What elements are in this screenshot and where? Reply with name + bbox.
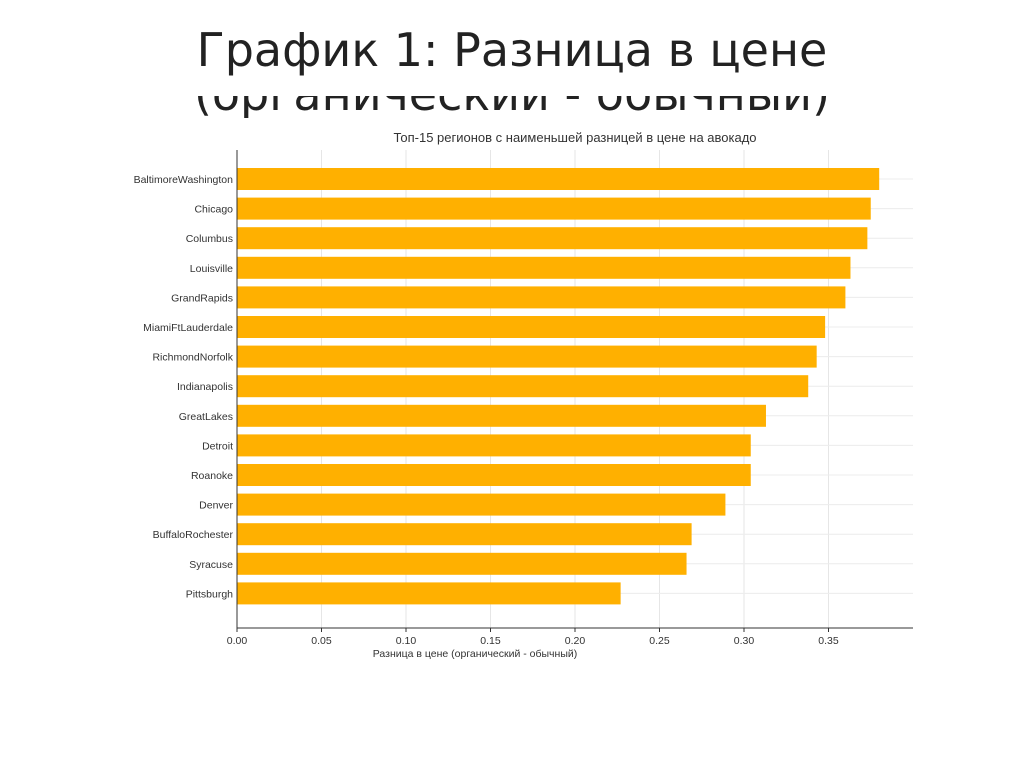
slide-title-line2: (органический - обычный) xyxy=(0,96,1024,118)
bar-RichmondNorfolk xyxy=(237,345,817,368)
slide-title: График 1: Разница в цене xyxy=(196,23,828,77)
category-label: Detroit xyxy=(202,440,233,452)
bar-Chicago xyxy=(237,197,871,220)
x-tick-label: 0.35 xyxy=(818,635,839,647)
bar-Louisville xyxy=(237,256,851,279)
bar-Pittsburgh xyxy=(237,582,621,605)
category-label: MiamiFtLauderdale xyxy=(143,322,233,334)
category-label: Denver xyxy=(199,500,233,512)
bar-MiamiFtLauderdale xyxy=(237,316,826,338)
x-tick-label: 0.10 xyxy=(396,635,417,647)
x-tick-label: 0.00 xyxy=(227,635,248,647)
category-label: RichmondNorfolk xyxy=(152,352,233,364)
bar-GreatLakes xyxy=(237,404,766,427)
chart-title: Топ-15 регионов с наименьшей разницей в … xyxy=(393,130,756,145)
x-axis-label: Разница в цене (органический - обычный) xyxy=(373,648,577,660)
bar-BuffaloRochester xyxy=(237,523,692,546)
bar-BaltimoreWashington xyxy=(237,168,880,190)
category-label: Roanoke xyxy=(191,470,233,482)
bar-Columbus xyxy=(237,227,868,250)
category-label: Louisville xyxy=(190,263,233,275)
category-label: BuffaloRochester xyxy=(153,529,234,541)
x-tick-label: 0.05 xyxy=(311,635,332,647)
category-label: Syracuse xyxy=(189,559,233,571)
bar-Denver xyxy=(237,493,726,516)
bar-Syracuse xyxy=(237,552,687,575)
category-label: Columbus xyxy=(186,233,233,245)
x-tick-label: 0.30 xyxy=(734,635,755,647)
category-label: Indianapolis xyxy=(177,381,233,393)
category-label: GrandRapids xyxy=(171,292,233,304)
category-label: Pittsburgh xyxy=(186,588,233,600)
category-label: Chicago xyxy=(194,204,233,216)
category-label: BaltimoreWashington xyxy=(134,174,234,186)
bar-GrandRapids xyxy=(237,286,846,309)
bar-Roanoke xyxy=(237,464,751,486)
x-tick-label: 0.25 xyxy=(649,635,670,647)
bar-Indianapolis xyxy=(237,375,809,398)
category-label: GreatLakes xyxy=(179,411,233,423)
bar-Detroit xyxy=(237,434,751,457)
x-tick-label: 0.15 xyxy=(480,635,501,647)
x-tick-label: 0.20 xyxy=(565,635,586,647)
